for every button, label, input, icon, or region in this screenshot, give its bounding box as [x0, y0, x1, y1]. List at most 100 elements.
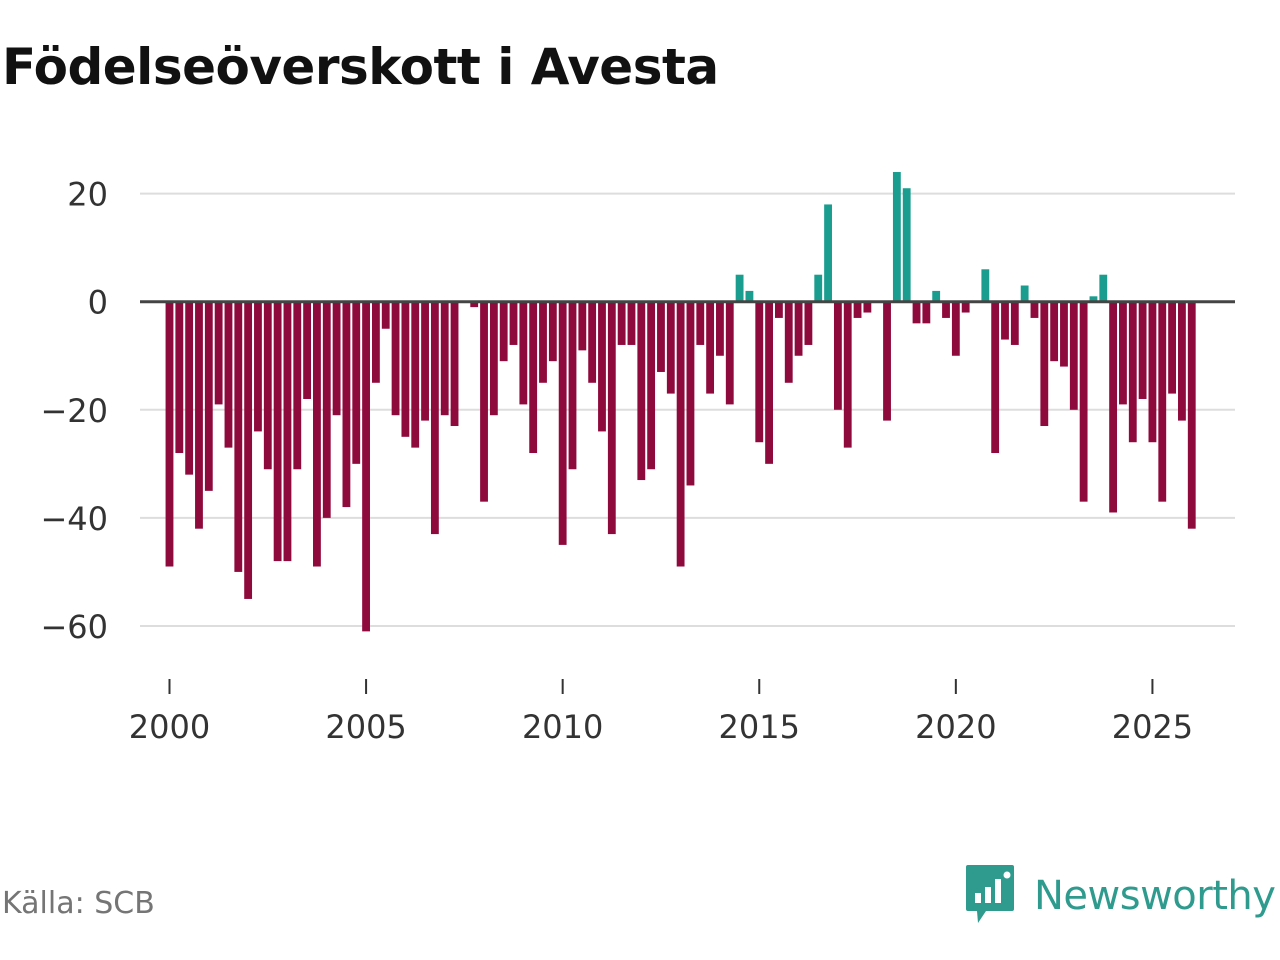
- bar: [863, 301, 872, 313]
- bar: [529, 301, 538, 454]
- bar: [1089, 296, 1098, 302]
- y-tick-label: −20: [40, 392, 108, 430]
- bar: [755, 301, 764, 443]
- bar: [1168, 301, 1177, 394]
- bar: [961, 301, 970, 313]
- bar: [1148, 301, 1157, 443]
- chart-title: Födelseöverskott i Avesta: [2, 38, 719, 96]
- bar: [922, 301, 931, 324]
- bar: [1020, 285, 1029, 302]
- bar: [548, 301, 557, 362]
- bar: [342, 301, 351, 508]
- bar: [804, 301, 813, 345]
- bar: [637, 301, 646, 481]
- bar: [224, 301, 233, 448]
- bar: [706, 301, 715, 394]
- bar: [1158, 301, 1167, 502]
- bar: [273, 301, 282, 562]
- bar: [480, 301, 488, 502]
- bar: [725, 301, 734, 405]
- bar: [1010, 301, 1019, 345]
- bar: [1030, 301, 1039, 318]
- bar: [539, 301, 547, 383]
- bar: [647, 301, 656, 470]
- bar: [234, 301, 243, 572]
- x-tick-label: 2020: [915, 708, 996, 746]
- bar: [775, 301, 783, 318]
- newsworthy-logo-icon: [964, 863, 1016, 929]
- bar: [440, 301, 449, 416]
- bar: [794, 301, 803, 356]
- bar: [1079, 301, 1088, 502]
- bar: [617, 301, 626, 345]
- bar: [1119, 301, 1127, 405]
- bar: [165, 301, 174, 567]
- bar: [951, 301, 960, 356]
- y-tick-label: −60: [40, 608, 108, 646]
- bar: [568, 301, 577, 470]
- bar: [489, 301, 498, 416]
- bar: [716, 301, 724, 356]
- bar: [283, 301, 292, 562]
- bar: [558, 301, 567, 545]
- bar: [1099, 274, 1108, 302]
- bar: [195, 301, 203, 529]
- bar: [902, 188, 911, 302]
- bar: [401, 301, 410, 437]
- bar: [942, 301, 950, 318]
- x-tick-label: 2025: [1112, 708, 1193, 746]
- bar: [391, 301, 400, 416]
- bar: [932, 290, 941, 302]
- x-tick-label: 2015: [719, 708, 800, 746]
- bar: [362, 301, 370, 632]
- bar: [824, 204, 832, 302]
- bar: [381, 301, 390, 329]
- bar: [1069, 301, 1078, 410]
- bar: [421, 301, 429, 421]
- bar: [883, 301, 891, 421]
- bar: [627, 301, 636, 345]
- bar: [214, 301, 223, 405]
- bar: [519, 301, 528, 405]
- bar: [892, 172, 901, 302]
- bar: [657, 301, 665, 372]
- bar: [1178, 301, 1186, 421]
- bar: [411, 301, 420, 448]
- bar: [430, 301, 439, 535]
- bar: [175, 301, 184, 454]
- bar: [450, 301, 459, 427]
- bar: [1050, 301, 1059, 362]
- bar: [293, 301, 302, 470]
- bar: [833, 301, 842, 410]
- x-tick-label: 2010: [522, 708, 603, 746]
- bar: [588, 301, 597, 383]
- bar: [1187, 301, 1196, 529]
- bar: [765, 301, 773, 464]
- y-tick-label: 0: [88, 284, 108, 322]
- bar: [1001, 301, 1009, 340]
- x-tick-label: 2005: [325, 708, 406, 746]
- bar: [244, 301, 253, 599]
- bar: [303, 301, 312, 399]
- bar: [1138, 301, 1147, 399]
- bar: [666, 301, 675, 394]
- bar: [1040, 301, 1049, 427]
- bar: [185, 301, 194, 475]
- bar: [322, 301, 331, 518]
- x-tick-label: 2000: [129, 708, 210, 746]
- bar: [843, 301, 852, 448]
- bar: [470, 301, 479, 308]
- bar: [991, 301, 1000, 454]
- bar: [254, 301, 262, 432]
- y-tick-label: −40: [40, 500, 108, 538]
- bar: [352, 301, 361, 464]
- brand-logo[interactable]: Newsworthy: [964, 863, 1276, 929]
- bar: [981, 269, 990, 302]
- bars: [165, 172, 1196, 632]
- brand-name: Newsworthy: [1034, 873, 1276, 919]
- bar: [263, 301, 272, 470]
- bar: [204, 301, 213, 491]
- bar: [735, 274, 744, 302]
- bar: [578, 301, 587, 351]
